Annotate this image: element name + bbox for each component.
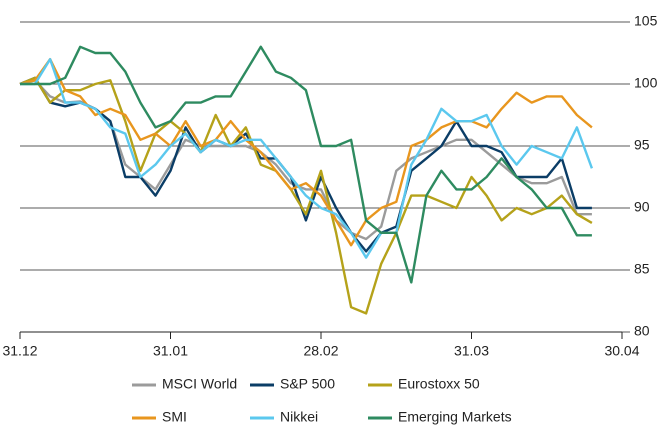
y-tick-label: 90	[634, 199, 650, 215]
legend-label: Eurostoxx 50	[398, 376, 480, 392]
series-line	[20, 58, 594, 259]
series-line	[20, 45, 592, 284]
x-tick-label: 31.12	[2, 343, 37, 359]
x-tick-label: 31.03	[454, 343, 489, 359]
series-line	[19, 76, 593, 315]
x-tick-label: 31.01	[153, 343, 188, 359]
y-tick-label: 80	[634, 323, 650, 339]
x-tick-label: 30.04	[604, 343, 639, 359]
legend-label: Nikkei	[280, 409, 318, 425]
y-tick-label: 100	[634, 75, 658, 91]
y-tick-label: 105	[634, 13, 658, 29]
x-tick-label: 28.02	[303, 343, 338, 359]
y-tick-label: 95	[634, 137, 650, 153]
legend-label: SMI	[162, 409, 187, 425]
series-line	[19, 76, 592, 253]
y-tick-label: 85	[634, 261, 650, 277]
legend-label: Emerging Markets	[398, 409, 512, 425]
series-line	[19, 58, 593, 247]
legend-label: MSCI World	[162, 376, 237, 392]
legend-label: S&P 500	[280, 376, 335, 392]
